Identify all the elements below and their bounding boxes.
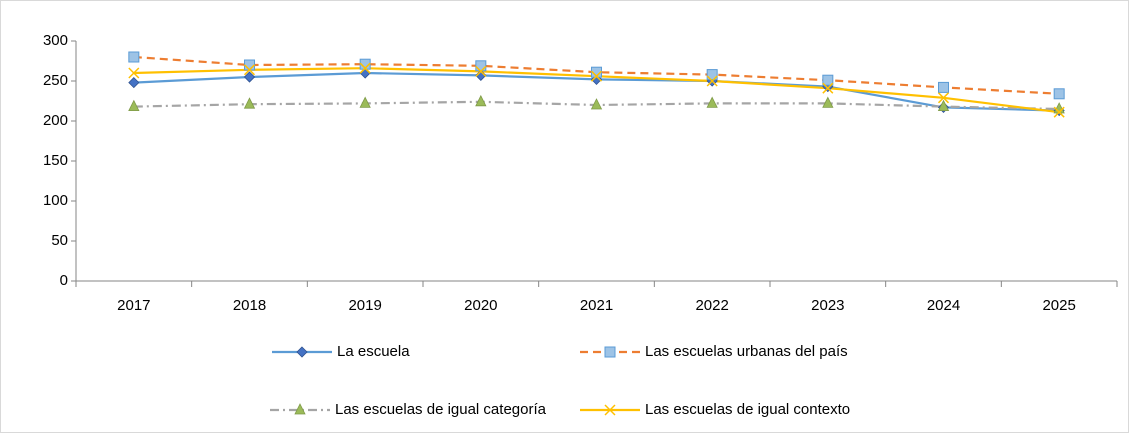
x-tick-label: 2025 — [1042, 297, 1075, 314]
marker — [822, 96, 834, 108]
marker — [938, 81, 949, 93]
marker — [128, 77, 140, 89]
marker — [706, 96, 718, 108]
marker — [128, 67, 140, 79]
marker — [706, 75, 718, 87]
marker — [475, 60, 487, 72]
x-tick-label: 2021 — [580, 297, 613, 314]
marker — [822, 74, 834, 86]
marker — [128, 99, 140, 111]
x-tick-label: 2023 — [811, 297, 844, 314]
x-tick-label: 2020 — [464, 297, 497, 314]
legend-label: Las escuelas urbanas del país — [645, 343, 848, 360]
marker — [937, 92, 950, 104]
x-tick-label: 2022 — [695, 297, 728, 314]
marker — [937, 99, 950, 111]
x-tick-label: 2018 — [233, 297, 266, 314]
legend-label: La escuela — [337, 343, 410, 360]
marker — [822, 82, 834, 94]
y-tick-label: 100 — [43, 192, 68, 209]
series-line — [133, 55, 1060, 95]
marker — [243, 71, 256, 83]
marker — [359, 62, 371, 74]
y-tick-label: 50 — [51, 232, 68, 249]
marker — [590, 98, 603, 110]
y-tick-label: 250 — [43, 72, 68, 89]
marker — [604, 404, 616, 416]
x-tick-label: 2019 — [348, 297, 381, 314]
y-tick-label: 150 — [43, 152, 68, 169]
marker — [243, 64, 256, 76]
legend-label: Las escuelas de igual contexto — [645, 401, 850, 418]
marker — [475, 65, 487, 77]
marker — [128, 51, 140, 63]
marker — [243, 97, 256, 109]
marker — [604, 346, 616, 358]
y-tick-label: 300 — [43, 32, 68, 49]
marker — [706, 69, 718, 81]
x-tick-label: 2017 — [117, 297, 150, 314]
y-tick-label: 200 — [43, 112, 68, 129]
x-tick-label: 2024 — [927, 297, 960, 314]
marker — [1053, 88, 1065, 100]
marker — [590, 70, 603, 82]
marker — [359, 96, 371, 108]
y-tick-label: 0 — [60, 272, 68, 289]
legend-label: Las escuelas de igual categoría — [335, 401, 547, 418]
marker — [475, 94, 487, 107]
marker — [244, 59, 255, 71]
marker — [294, 403, 306, 415]
marker — [1053, 106, 1065, 118]
marker — [296, 346, 308, 358]
